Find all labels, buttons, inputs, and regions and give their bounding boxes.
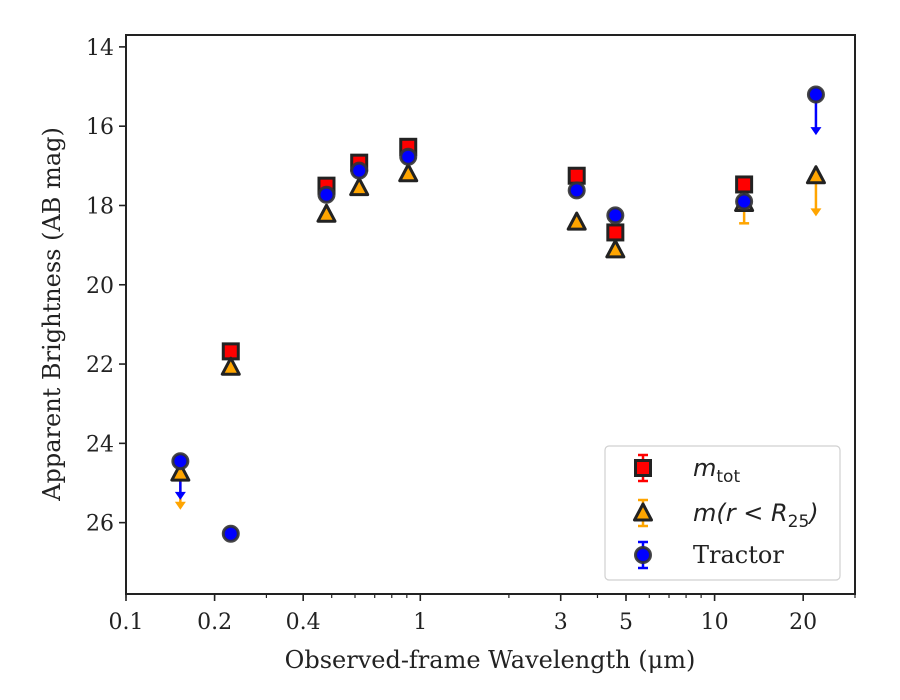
- data-point-triangle: [566, 211, 587, 231]
- x-tick-label: 0.2: [197, 610, 232, 635]
- data-point-triangle: [398, 163, 419, 183]
- x-tick-label: 5: [619, 610, 633, 635]
- y-tick-label: 26: [86, 512, 114, 537]
- x-tick-label: 10: [701, 610, 729, 635]
- x-tick-label: 20: [789, 610, 817, 635]
- data-point-triangle: [805, 165, 826, 185]
- upper-limit-arrow-head: [810, 127, 822, 136]
- upper-limit-arrow-head: [174, 491, 186, 500]
- y-tick-label: 20: [86, 274, 114, 299]
- ticks-layer: 0.1 0.2 0.4 1 3 5 10 20 14 16 18 20 22 24 26: [86, 36, 856, 635]
- x-tick-label: 0.4: [286, 610, 321, 635]
- x-axis-label: Observed-frame Wavelength (μm): [285, 646, 696, 674]
- plot-frame: [125, 34, 856, 595]
- data-point-square: [606, 223, 625, 242]
- y-tick-label: 14: [86, 36, 114, 61]
- legend-box: [604, 445, 841, 581]
- data-point-square: [221, 342, 240, 361]
- legend-marker-triangle: [633, 502, 653, 522]
- y-tick-label: 16: [86, 115, 114, 140]
- y-tick-label: 18: [86, 194, 114, 219]
- data-point-triangle: [316, 203, 337, 223]
- data-point-triangle: [170, 462, 191, 482]
- x-tick-label: 1: [413, 610, 427, 635]
- legend-marker-square: [634, 459, 652, 477]
- legend-marker-circle: [634, 546, 652, 564]
- data-point-triangle: [605, 239, 626, 259]
- y-axis-label: Apparent Brightness (AB mag): [38, 127, 66, 502]
- y-tick-label: 24: [86, 432, 114, 457]
- legend-label: m(r < R25): [693, 499, 819, 532]
- upper-limit-arrow-head: [810, 208, 822, 217]
- series-circle-markers: [171, 85, 825, 543]
- x-tick-label: 0.1: [109, 610, 144, 635]
- y-tick-label: 22: [86, 353, 114, 378]
- upper-limit-arrow-head: [174, 501, 186, 510]
- data-point-triangle: [349, 177, 370, 197]
- marks-layer: [170, 85, 826, 543]
- legend-label: Tractor: [693, 541, 784, 569]
- data-point-square: [567, 166, 586, 185]
- data-point-square: [735, 175, 754, 194]
- x-tick-label: 3: [554, 610, 568, 635]
- data-point-triangle: [220, 356, 241, 376]
